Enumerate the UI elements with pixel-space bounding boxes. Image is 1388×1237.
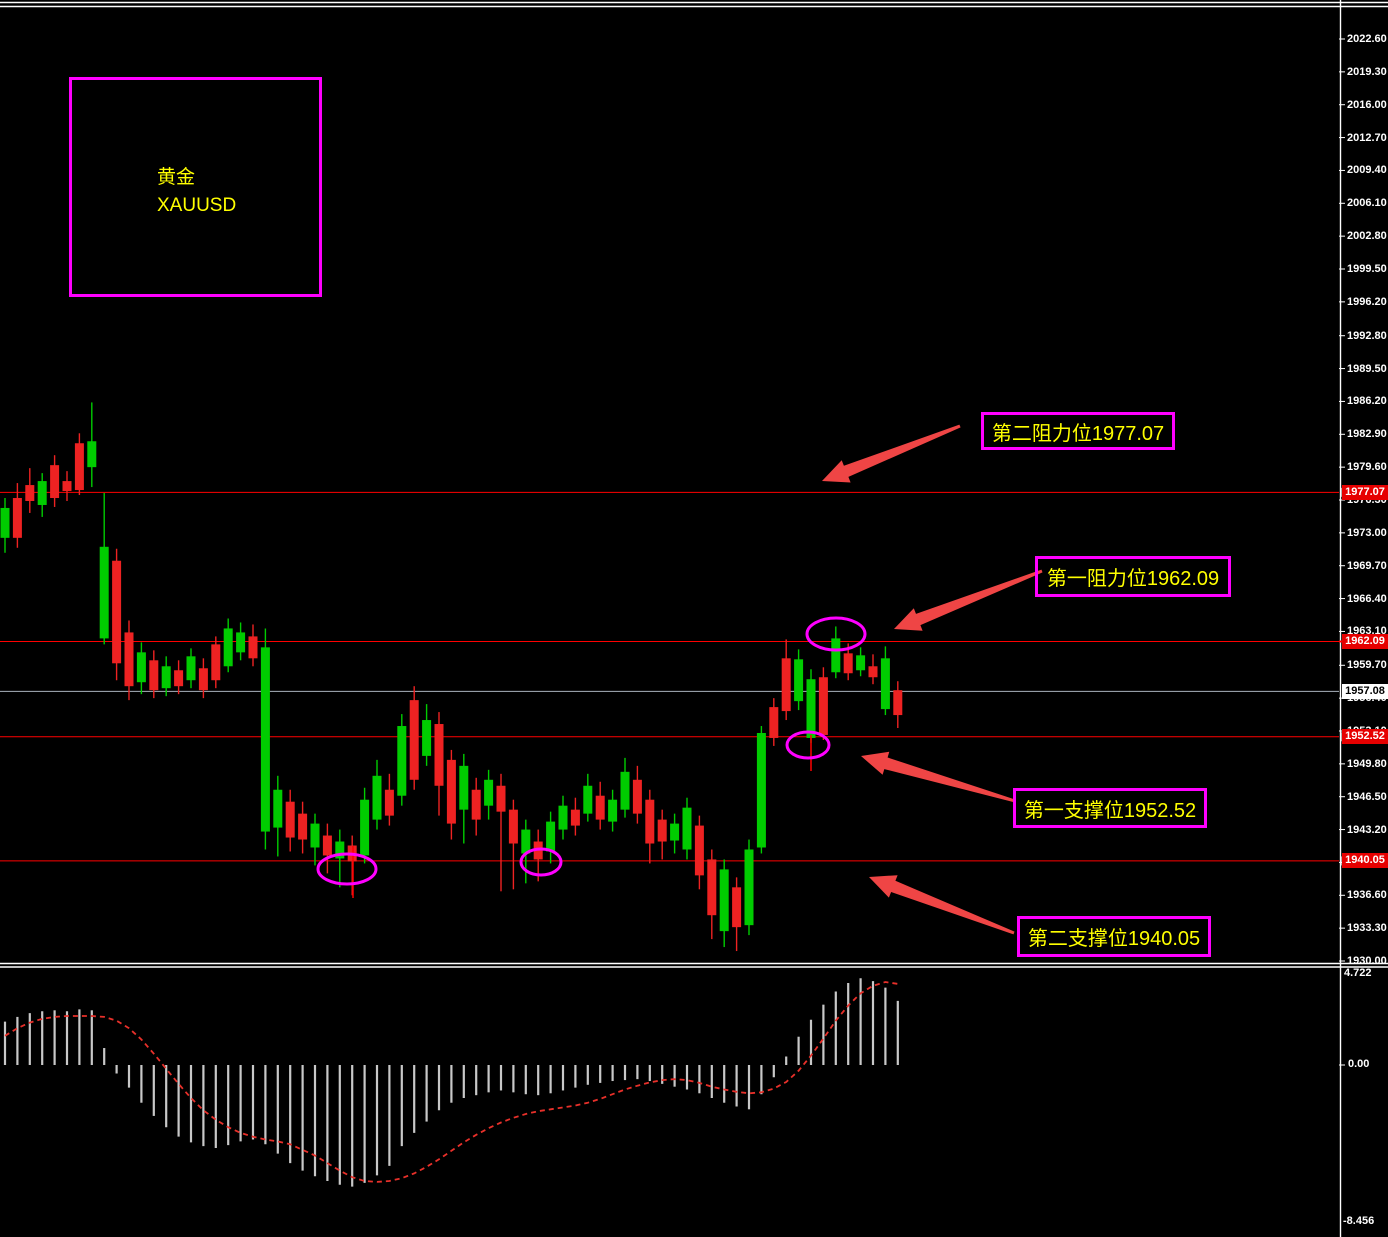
axis-price-box-resistance-2-value: 1977.07 [1345, 486, 1385, 498]
symbol-title-box[interactable]: 黄金 XAUUSD [69, 77, 322, 297]
macd-axis-min-label: -8.456 [1343, 1215, 1375, 1227]
price-tick-label: 1973.00 [1347, 526, 1387, 539]
price-tick-label: 2019.30 [1347, 65, 1387, 78]
price-tick-label: 1969.70 [1347, 559, 1387, 572]
axis-price-box-support-1-value: 1952.52 [1345, 730, 1385, 742]
macd-axis-max-label: 4.722 [1344, 967, 1372, 979]
price-tick-label: 1999.50 [1347, 263, 1387, 275]
price-tick-label: 1943.20 [1347, 823, 1387, 836]
price-tick-label: 2012.70 [1347, 131, 1387, 144]
price-tick-label: 2006.10 [1347, 197, 1387, 210]
price-tick-label: 2022.60 [1347, 33, 1387, 45]
price-tick-label: 1992.80 [1347, 329, 1387, 342]
price-tick-label: 1949.80 [1347, 757, 1387, 770]
price-tick-label: 1966.40 [1347, 592, 1387, 605]
annotation-support-2[interactable]: 第二支撑位1940.05 [1017, 916, 1211, 957]
price-tick-label: 1946.50 [1347, 790, 1387, 803]
price-tick-label: 1982.90 [1347, 428, 1387, 441]
axis-price-box-resistance-1-value: 1962.09 [1345, 635, 1385, 647]
price-tick-label: 2002.80 [1347, 230, 1387, 243]
price-tick-label: 1959.70 [1347, 659, 1387, 672]
axis-price-box-resistance-2: 1977.07 [1342, 485, 1388, 500]
crosshair-segments [352, 735, 812, 898]
price-tick-label: 1989.50 [1347, 362, 1387, 375]
annotation-support-2-label: 第二支撑位1940.05 [1027, 928, 1201, 950]
price-tick-label: 1996.20 [1347, 295, 1387, 308]
price-tick-label: 1936.60 [1347, 889, 1387, 902]
macd-axis-zero-label: 0.00 [1348, 1058, 1370, 1070]
price-tick-label: 2016.00 [1347, 98, 1387, 111]
axis-current-price-value: 1957.08 [1345, 685, 1385, 697]
axis-price-box-resistance-1: 1962.09 [1342, 634, 1388, 649]
macd-histogram [3, 978, 899, 1187]
axis-current-price-box: 1957.08 [1342, 684, 1388, 699]
price-tick-label: 1930.00 [1347, 955, 1387, 967]
symbol-ticker: XAUUSD [157, 195, 237, 216]
macd-signal-line [4, 981, 898, 1183]
price-tick-label: 1933.30 [1347, 922, 1387, 935]
pointer-arrows[interactable] [822, 424, 1043, 935]
price-tick-label: 1979.60 [1347, 461, 1387, 474]
axis-price-box-support-2: 1940.05 [1342, 853, 1388, 868]
annotation-support-1-label: 第一支撑位1952.52 [1023, 799, 1197, 822]
price-tick-label: 1986.20 [1347, 395, 1387, 408]
annotation-resistance-2-label: 第二阻力位1977.07 [991, 422, 1165, 445]
highlight-ellipses[interactable] [316, 616, 867, 886]
axis-price-box-support-1: 1952.52 [1342, 729, 1388, 744]
symbol-title-text: 黄金 XAUUSD [157, 164, 236, 220]
price-tick-label: 2009.40 [1347, 164, 1387, 177]
annotation-resistance-2[interactable]: 第二阻力位1977.07 [981, 412, 1175, 450]
annotation-resistance-1-label: 第一阻力位1962.09 [1046, 568, 1220, 590]
axis-price-box-support-2-value: 1940.05 [1345, 854, 1385, 866]
annotation-support-1[interactable]: 第一支撑位1952.52 [1013, 788, 1207, 828]
candles [0, 402, 903, 952]
annotation-resistance-1[interactable]: 第一阻力位1962.09 [1035, 556, 1231, 597]
symbol-name-cn: 黄金 [157, 167, 196, 188]
